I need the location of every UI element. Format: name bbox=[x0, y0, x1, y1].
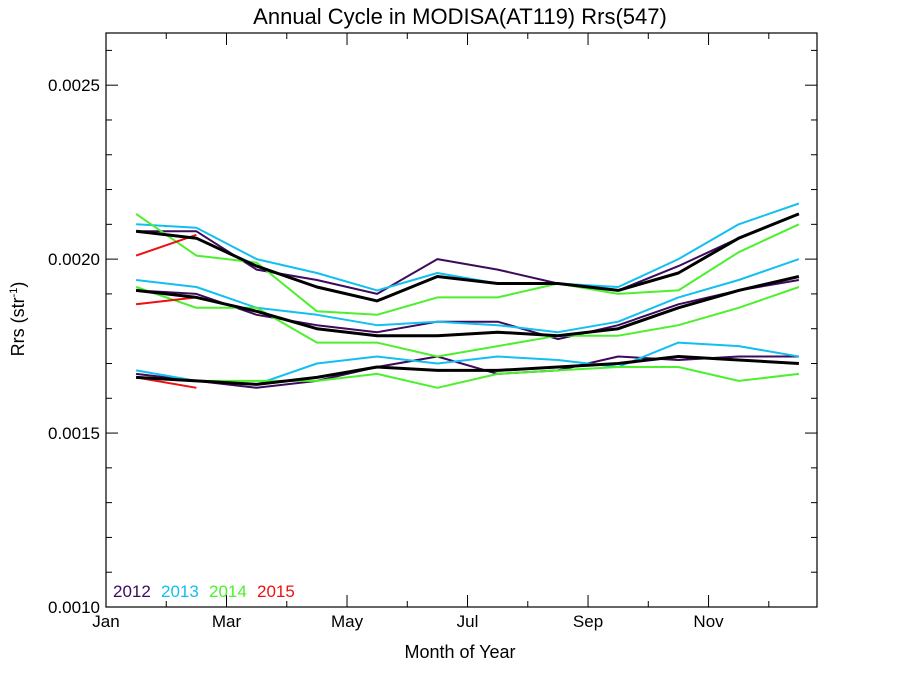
legend-item-2015: 2015 bbox=[257, 582, 295, 601]
plot-area bbox=[135, 202, 800, 389]
x-tick-label: Nov bbox=[693, 612, 724, 631]
y-axis-label-main: Rrs (str bbox=[8, 297, 28, 356]
x-tick-label: Sep bbox=[573, 612, 603, 631]
x-tick-label: Mar bbox=[212, 612, 242, 631]
plot-frame bbox=[105, 32, 818, 608]
axis-tick-labels: Jan Mar May Jul Sep Nov 0.0010 0.0015 0.0020 0.00… bbox=[48, 76, 724, 631]
series-line-2013-lower bbox=[135, 341, 800, 386]
legend-item-2013: 2013 bbox=[161, 582, 199, 601]
y-axis-label: Rrs (str-1) bbox=[8, 282, 28, 357]
axis-ticks bbox=[105, 33, 817, 608]
series-line-climatology-upper bbox=[135, 212, 800, 303]
y-axis-label-superscript: -1 bbox=[8, 288, 20, 298]
y-tick-label: 0.0020 bbox=[48, 250, 100, 269]
y-tick-label: 0.0015 bbox=[48, 424, 100, 443]
x-axis-label: Month of Year bbox=[404, 642, 515, 662]
series-line-2015-middle bbox=[135, 296, 197, 306]
series-line-2012-upper bbox=[136, 212, 800, 295]
series-line-climatology-middle bbox=[135, 275, 800, 338]
series-line-2012-lower bbox=[135, 355, 799, 389]
legend: 2012 2013 2014 2015 bbox=[113, 582, 295, 601]
x-tick-label: Jul bbox=[457, 612, 479, 631]
y-tick-label: 0.0010 bbox=[48, 598, 100, 617]
series-line-2013-middle bbox=[135, 258, 800, 334]
chart-title: Annual Cycle in MODISA(AT119) Rrs(547) bbox=[253, 4, 667, 29]
legend-item-2014: 2014 bbox=[209, 582, 247, 601]
series-line-climatology-lower bbox=[136, 355, 799, 386]
legend-item-2012: 2012 bbox=[113, 582, 151, 601]
series-line-2013-upper bbox=[136, 202, 800, 292]
series-line-2012-middle bbox=[136, 279, 800, 341]
x-tick-label: May bbox=[331, 612, 364, 631]
x-tick-label: Jan bbox=[92, 612, 119, 631]
series-line-2014-lower bbox=[136, 366, 800, 389]
y-tick-label: 0.0025 bbox=[48, 76, 100, 95]
y-axis-label-tail: ) bbox=[8, 282, 28, 288]
